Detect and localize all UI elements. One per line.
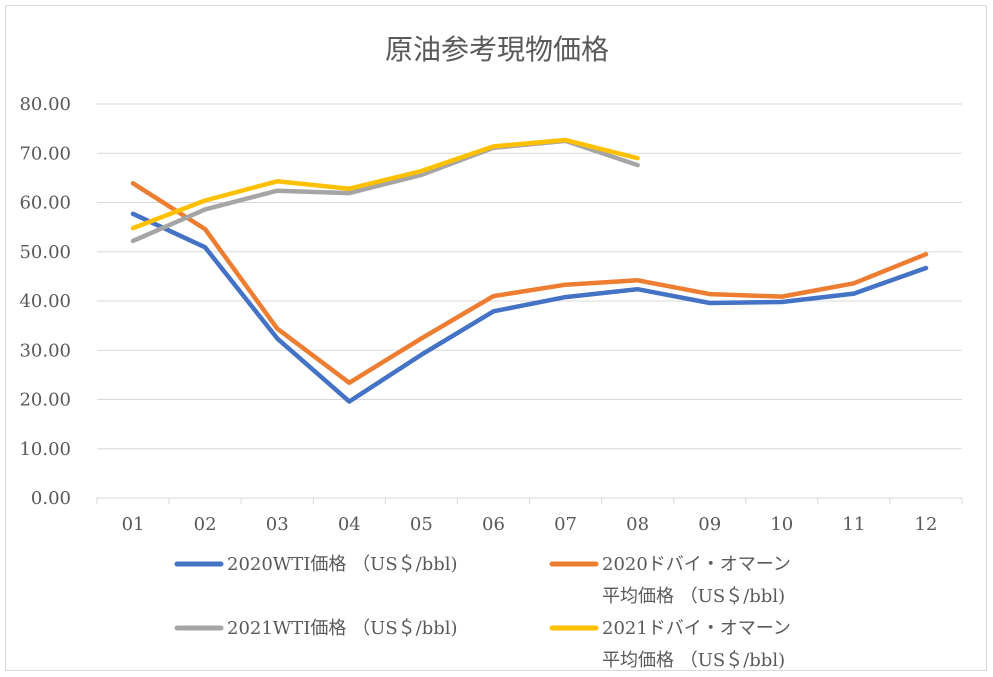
legend-label: 2021WTI価格 （US＄/bbl) xyxy=(227,618,458,639)
x-tick-label: 12 xyxy=(915,514,938,535)
x-axis-ticks: 01 02 03 04 05 06 07 08 09 10 11 12 xyxy=(122,514,938,535)
series-line-3 xyxy=(130,137,640,231)
legend-label-line2: 平均価格 （US＄/bbl) xyxy=(602,586,785,607)
legend: 2020WTI価格 （US＄/bbl) 2020ドバイ・オマーン 平均価格 （U… xyxy=(174,554,791,671)
x-tick-label: 07 xyxy=(554,514,577,535)
series-line-2 xyxy=(130,138,640,244)
legend-item-2021-dubai-oman: 2021ドバイ・オマーン 平均価格 （US＄/bbl) xyxy=(549,618,791,671)
x-tick-label: 10 xyxy=(770,514,793,535)
y-tick-label: 80.00 xyxy=(19,94,71,115)
x-tick-label: 11 xyxy=(842,514,865,535)
y-tick-label: 20.00 xyxy=(19,390,71,411)
y-tick-label: 10.00 xyxy=(19,439,71,460)
x-tick-label: 04 xyxy=(338,514,361,535)
legend-label: 2020WTI価格 （US＄/bbl) xyxy=(227,554,458,575)
legend-label-line1: 2021ドバイ・オマーン xyxy=(602,618,791,639)
chart-frame xyxy=(5,5,987,671)
x-tick-label: 06 xyxy=(482,514,505,535)
chart-title: 原油参考現物価格 xyxy=(385,33,609,66)
legend-label-line1: 2020ドバイ・オマーン xyxy=(602,554,791,575)
series-lines xyxy=(130,137,929,404)
legend-item-2020-wti: 2020WTI価格 （US＄/bbl) xyxy=(174,554,458,575)
x-tick-label: 03 xyxy=(266,514,289,535)
x-tick-label: 08 xyxy=(626,514,649,535)
gridlines xyxy=(96,103,963,504)
y-axis-ticks: 0.00 10.00 20.00 30.00 40.00 50.00 60.00 70.00 8… xyxy=(19,94,71,509)
y-tick-label: 40.00 xyxy=(19,291,71,312)
y-tick-label: 60.00 xyxy=(19,193,71,214)
y-tick-label: 30.00 xyxy=(19,340,71,361)
legend-label-line2: 平均価格 （US＄/bbl) xyxy=(602,650,785,671)
series-line-0 xyxy=(130,211,929,404)
x-tick-label: 02 xyxy=(194,514,217,535)
x-tick-label: 09 xyxy=(698,514,721,535)
y-tick-label: 50.00 xyxy=(19,242,71,263)
legend-item-2021-wti: 2021WTI価格 （US＄/bbl) xyxy=(174,618,458,639)
legend-item-2020-dubai-oman: 2020ドバイ・オマーン 平均価格 （US＄/bbl) xyxy=(549,554,791,607)
y-tick-label: 0.00 xyxy=(31,488,71,509)
x-tick-label: 05 xyxy=(410,514,433,535)
y-tick-label: 70.00 xyxy=(19,143,71,164)
x-tick-label: 01 xyxy=(122,514,145,535)
series-line-1 xyxy=(130,181,929,386)
